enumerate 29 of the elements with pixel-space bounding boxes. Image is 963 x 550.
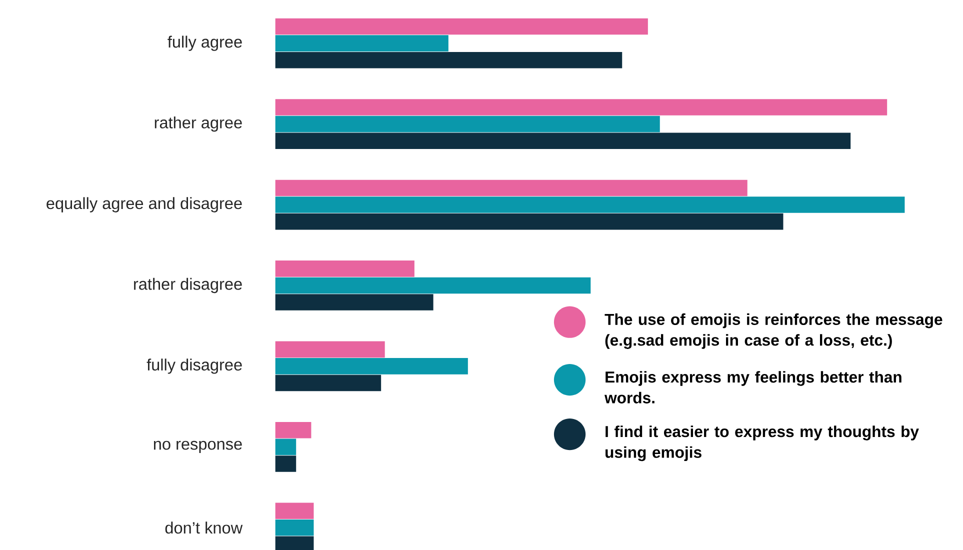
y-tick-label: fully disagree (146, 358, 242, 374)
bar (275, 294, 434, 310)
bar (275, 455, 296, 472)
bar (275, 341, 385, 358)
bar (275, 502, 314, 519)
bar (275, 374, 382, 391)
bar (275, 438, 296, 455)
bar (275, 18, 648, 35)
bar (275, 358, 468, 374)
y-tick-label: equally agree and disagree (46, 197, 242, 212)
bar (275, 52, 622, 68)
y-tick-label: fully agree (168, 36, 242, 51)
bar (275, 422, 312, 438)
legend-label: Emojis express my feelings better than words. (604, 370, 902, 404)
bar (275, 116, 660, 132)
bar (275, 180, 748, 196)
bar (275, 98, 888, 116)
y-tick-label: rather agree (154, 116, 242, 132)
bar (275, 132, 851, 149)
bar (275, 260, 414, 277)
y-tick-label: don’t know (165, 522, 243, 534)
bar (275, 35, 448, 52)
bar (275, 213, 784, 230)
bar (275, 277, 591, 294)
legend-label: I find it easier to express my thoughts by using emojis (606, 425, 919, 461)
legend-label: The use of emojis is reinforces the message (e.g.sad emojis in case of a loss, etc.) (604, 313, 942, 349)
y-tick-label: no response (154, 440, 242, 453)
bar (275, 196, 905, 213)
y-tick-label: rather disagree (134, 278, 242, 293)
